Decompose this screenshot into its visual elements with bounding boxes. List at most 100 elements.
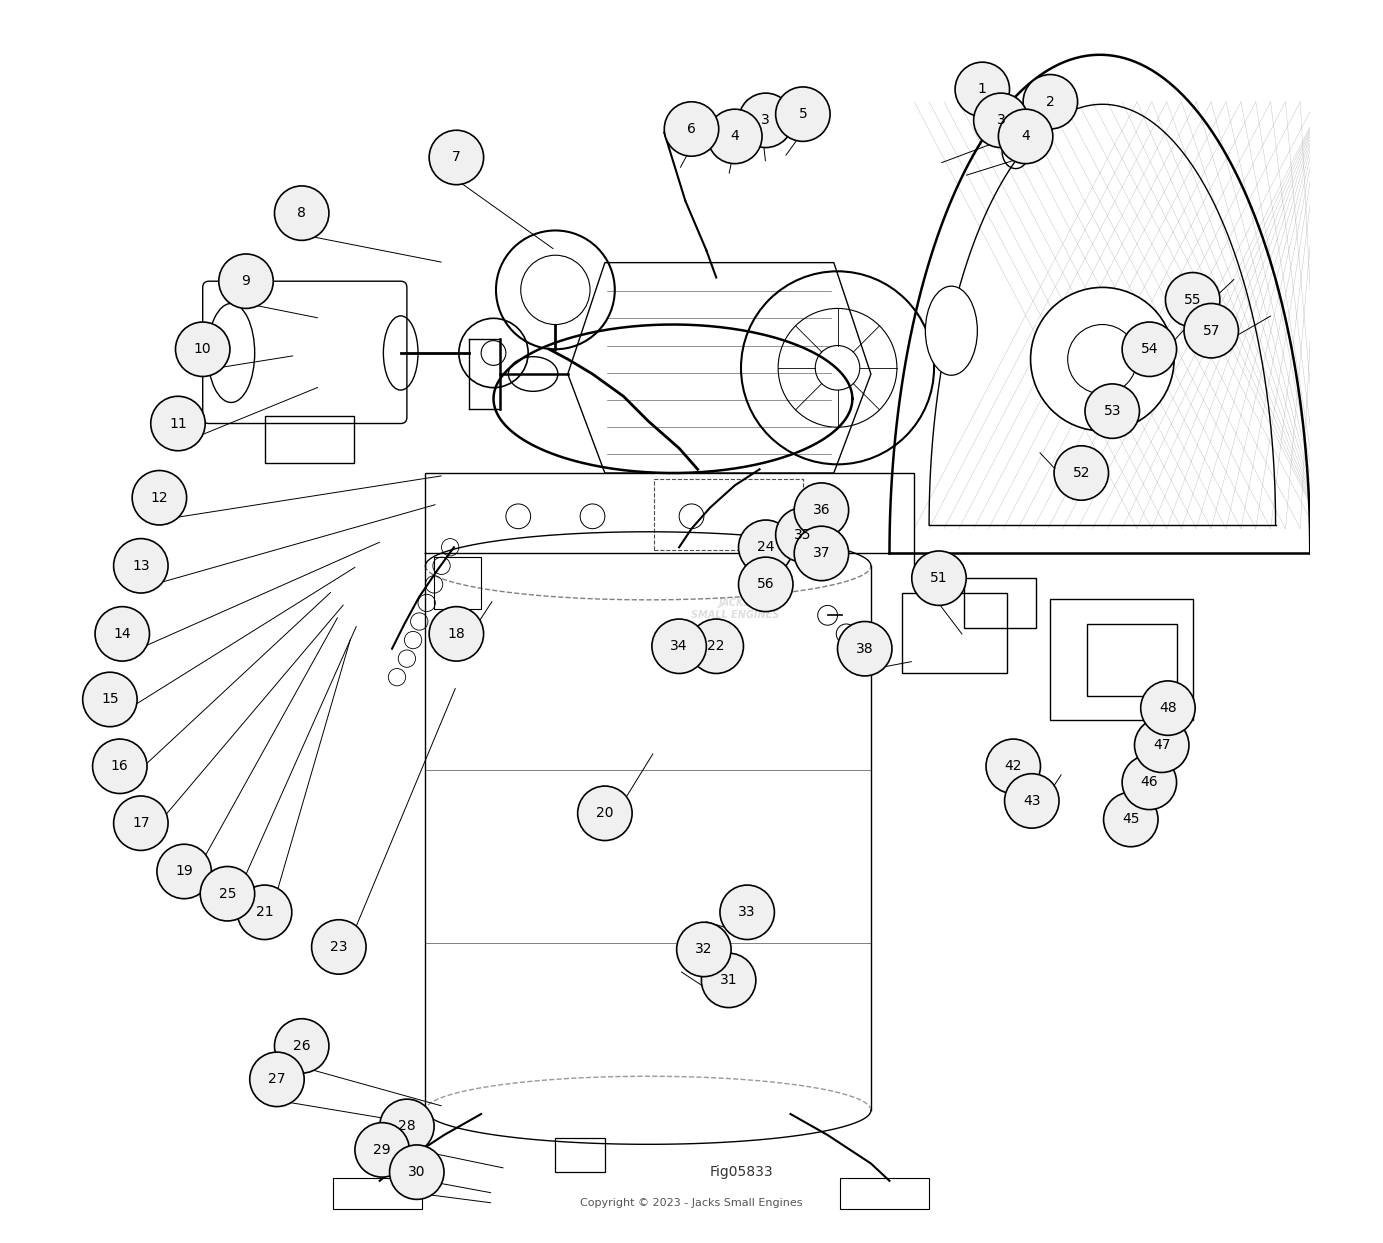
Ellipse shape [925,286,978,375]
Circle shape [1030,287,1174,431]
Text: 33: 33 [739,905,757,920]
Bar [1087,624,1177,696]
Bar [1050,599,1192,721]
Circle shape [133,471,187,525]
Circle shape [390,1145,444,1199]
Circle shape [776,507,830,562]
Circle shape [986,740,1040,793]
Text: 42: 42 [1004,759,1022,773]
Text: 13: 13 [131,559,149,573]
Text: 57: 57 [1202,323,1220,338]
Text: 7: 7 [452,150,461,164]
Text: 18: 18 [448,626,465,641]
Bar [964,578,1036,628]
Circle shape [739,557,792,612]
Text: 46: 46 [1141,776,1158,789]
Text: 38: 38 [856,641,874,656]
Circle shape [1122,756,1177,809]
Circle shape [238,885,292,940]
Text: 10: 10 [194,342,212,357]
Text: Fig05833: Fig05833 [709,1165,773,1180]
Text: 37: 37 [813,547,830,561]
Circle shape [83,672,137,727]
Circle shape [201,866,254,921]
Circle shape [429,607,484,661]
Bar [556,1137,604,1172]
Text: 27: 27 [268,1073,286,1086]
Circle shape [219,254,274,308]
Text: 20: 20 [596,807,614,820]
Circle shape [708,109,762,164]
Circle shape [911,551,967,605]
Text: 29: 29 [373,1142,391,1157]
Circle shape [776,87,830,142]
Circle shape [1086,384,1140,439]
Circle shape [156,844,212,899]
Circle shape [1104,792,1158,846]
Text: 19: 19 [176,864,194,879]
Text: 15: 15 [101,692,119,706]
Text: Copyright © 2023 - Jacks Small Engines: Copyright © 2023 - Jacks Small Engines [581,1198,802,1208]
Text: 22: 22 [708,639,725,654]
Bar [902,593,1007,674]
Text: 43: 43 [1023,794,1040,808]
Text: 47: 47 [1153,738,1170,752]
Text: 17: 17 [131,817,149,830]
Circle shape [93,740,147,793]
Circle shape [1122,322,1177,377]
Circle shape [1068,324,1137,394]
Text: 21: 21 [256,905,274,920]
Circle shape [1166,272,1220,327]
Circle shape [1134,718,1189,772]
Circle shape [1054,446,1109,500]
Circle shape [1184,303,1238,358]
Text: 25: 25 [219,886,236,901]
Circle shape [274,186,329,240]
Text: 12: 12 [151,491,169,505]
Text: 32: 32 [696,942,712,956]
Circle shape [701,953,757,1008]
Text: 51: 51 [931,572,947,585]
Bar [839,1178,929,1209]
Circle shape [1141,681,1195,736]
Circle shape [838,622,892,676]
Circle shape [95,607,149,661]
Circle shape [664,102,719,157]
Circle shape [429,131,484,185]
Text: 14: 14 [113,626,131,641]
Text: 34: 34 [671,639,687,654]
Circle shape [578,786,632,840]
Circle shape [176,322,230,377]
Text: 4: 4 [1021,129,1030,143]
Bar [264,416,354,464]
Text: 4: 4 [730,129,739,143]
Text: 11: 11 [169,416,187,430]
Circle shape [676,922,732,977]
Text: 8: 8 [297,206,306,220]
Text: 48: 48 [1159,701,1177,715]
Text: 36: 36 [813,503,830,517]
Circle shape [274,1019,329,1073]
Circle shape [380,1099,434,1154]
Text: 30: 30 [408,1165,426,1180]
Circle shape [794,484,849,537]
Text: 54: 54 [1141,342,1158,357]
Circle shape [721,885,774,940]
Circle shape [999,109,1052,164]
Circle shape [355,1122,409,1177]
Circle shape [250,1052,304,1106]
Text: 26: 26 [293,1039,311,1053]
Circle shape [1004,773,1059,828]
Circle shape [113,538,169,593]
Circle shape [651,619,707,674]
Text: JACKS
SMALL ENGINES: JACKS SMALL ENGINES [690,598,779,620]
Circle shape [113,796,169,850]
Text: 35: 35 [794,528,812,542]
Circle shape [151,397,205,451]
Text: 16: 16 [111,759,129,773]
Text: 24: 24 [757,541,774,554]
Text: 2: 2 [1046,94,1055,109]
Text: 52: 52 [1073,466,1090,480]
Circle shape [739,93,792,148]
Circle shape [956,62,1010,117]
